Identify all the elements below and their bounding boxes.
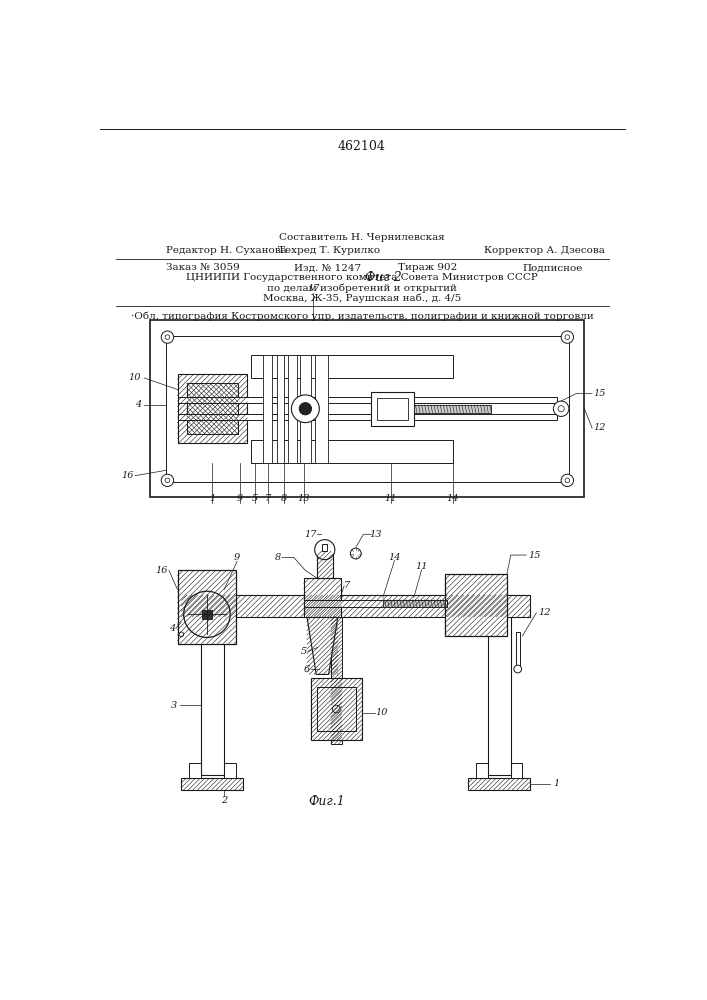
Circle shape — [299, 403, 312, 415]
Bar — [276, 355, 284, 463]
Text: по делам изобретений и открытий: по делам изобретений и открытий — [267, 283, 457, 293]
Circle shape — [161, 331, 174, 343]
Bar — [317, 687, 356, 731]
Text: 8: 8 — [281, 494, 288, 503]
Text: 10: 10 — [129, 373, 141, 382]
Circle shape — [561, 331, 573, 343]
Text: 3: 3 — [170, 701, 177, 710]
Text: 12: 12 — [538, 608, 550, 617]
Text: ·Обл. типография Костромского упр. издательств, полиграфии и книжной торговли: ·Обл. типография Костромского упр. издат… — [131, 312, 593, 321]
Text: Подписное: Подписное — [522, 263, 583, 272]
Bar — [317, 551, 332, 578]
Text: 7: 7 — [265, 494, 271, 503]
Text: 1: 1 — [209, 494, 216, 503]
Text: 4: 4 — [135, 400, 141, 409]
Text: 2: 2 — [221, 796, 227, 805]
Bar — [322, 544, 327, 551]
Text: Редактор Н. Суханова: Редактор Н. Суханова — [166, 246, 286, 255]
Circle shape — [554, 401, 569, 416]
Bar — [224, 763, 235, 778]
Circle shape — [561, 474, 573, 487]
Text: Заказ № 3059: Заказ № 3059 — [166, 263, 240, 272]
Bar — [177, 570, 235, 644]
Bar — [516, 632, 520, 667]
Text: 5: 5 — [300, 647, 307, 656]
Bar — [315, 355, 328, 463]
Text: ЦНИИПИ Государственного комитета Совета Министров СССР: ЦНИИПИ Государственного комитета Совета … — [186, 273, 538, 282]
Circle shape — [291, 395, 320, 423]
Text: 5: 5 — [252, 494, 258, 503]
Text: 11: 11 — [416, 562, 428, 571]
Circle shape — [179, 632, 184, 637]
Text: 12: 12 — [594, 424, 606, 432]
Text: 17: 17 — [307, 284, 320, 293]
Text: 15: 15 — [529, 551, 541, 560]
Bar — [300, 355, 311, 463]
Text: Фиг 2: Фиг 2 — [365, 271, 402, 284]
Text: 7: 7 — [344, 581, 351, 590]
Bar — [414, 405, 491, 413]
Text: Москва, Ж-35, Раушская наб., д. 4/5: Москва, Ж-35, Раушская наб., д. 4/5 — [263, 293, 461, 303]
Bar — [383, 600, 445, 607]
Bar — [151, 320, 585, 497]
Bar — [311, 678, 362, 740]
Text: 17: 17 — [305, 530, 317, 539]
Bar — [263, 355, 272, 463]
Bar — [182, 778, 243, 790]
Circle shape — [184, 591, 230, 637]
Text: 13: 13 — [369, 530, 381, 539]
Text: 4: 4 — [169, 624, 175, 633]
Bar — [304, 600, 448, 607]
Bar — [251, 355, 452, 378]
Bar — [182, 595, 530, 617]
Text: Фиг.1: Фиг.1 — [309, 795, 346, 808]
Text: 13: 13 — [298, 494, 310, 503]
Text: Составитель Н. Чернилевская: Составитель Н. Чернилевская — [279, 233, 445, 242]
Text: 8: 8 — [275, 553, 281, 562]
Text: 16: 16 — [156, 566, 168, 575]
Bar — [468, 778, 530, 790]
Text: Изд. № 1247: Изд. № 1247 — [293, 263, 361, 272]
Bar — [476, 763, 488, 778]
Text: 14: 14 — [388, 553, 401, 562]
Bar — [304, 578, 341, 617]
Bar — [251, 440, 452, 463]
Circle shape — [315, 540, 335, 560]
Text: 16: 16 — [121, 471, 134, 480]
Text: 11: 11 — [385, 494, 397, 503]
Text: 6: 6 — [304, 665, 310, 674]
Bar — [510, 763, 522, 778]
Circle shape — [351, 548, 361, 559]
Bar — [288, 355, 297, 463]
Text: Тираж 902: Тираж 902 — [398, 263, 457, 272]
Text: 10: 10 — [375, 708, 387, 717]
Text: 462104: 462104 — [338, 140, 386, 153]
Circle shape — [161, 474, 174, 487]
Text: 14: 14 — [446, 494, 459, 503]
Bar — [378, 398, 408, 420]
Circle shape — [514, 665, 522, 673]
Bar — [177, 414, 557, 420]
Text: 9: 9 — [236, 494, 243, 503]
Bar — [445, 574, 507, 636]
Bar — [166, 336, 569, 482]
Circle shape — [332, 705, 340, 713]
Bar — [187, 383, 238, 434]
Bar — [189, 763, 201, 778]
Bar — [201, 609, 224, 774]
Bar — [488, 609, 510, 774]
Bar — [371, 392, 414, 426]
Polygon shape — [307, 617, 338, 674]
Text: 15: 15 — [594, 389, 606, 398]
Text: 9: 9 — [234, 553, 240, 562]
Bar — [331, 617, 341, 744]
Bar — [177, 397, 557, 403]
Bar — [177, 374, 247, 443]
Text: 1: 1 — [554, 779, 560, 788]
Text: Техред Т. Курилко: Техред Т. Курилко — [278, 246, 380, 255]
Text: Корректор А. Дзесова: Корректор А. Дзесова — [484, 246, 604, 255]
Bar — [202, 610, 211, 619]
